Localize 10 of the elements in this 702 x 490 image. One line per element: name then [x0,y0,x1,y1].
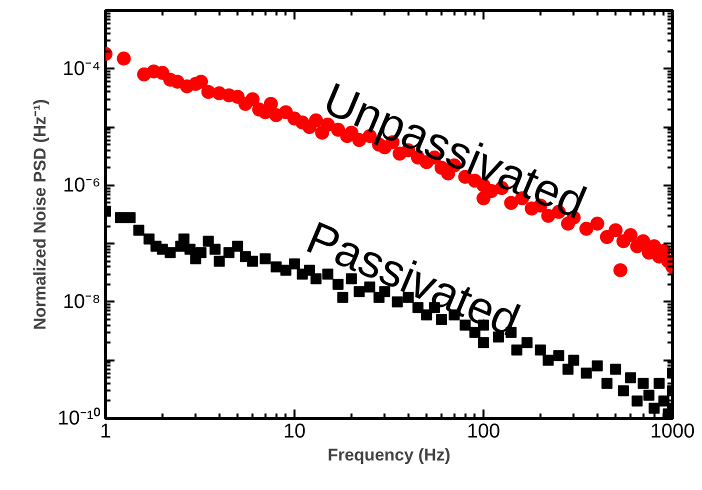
x-axis-title: Frequency (Hz) [328,446,450,464]
x-tick-label: 100 [466,420,500,442]
x-tick-label: 10 [283,420,306,442]
y-tick-label: 10⁻⁶ [63,174,101,196]
y-axis-title: Normalized Noise PSD (Hz⁻¹) [30,99,50,330]
y-tick-label: 10⁻⁴ [62,58,101,80]
x-tick-label: 1 [100,420,112,442]
y-tick-label: 10⁻⁸ [62,290,101,313]
x-tick-label: 1000 [650,420,695,442]
y-tick-label: 10⁻¹⁰ [58,406,100,430]
